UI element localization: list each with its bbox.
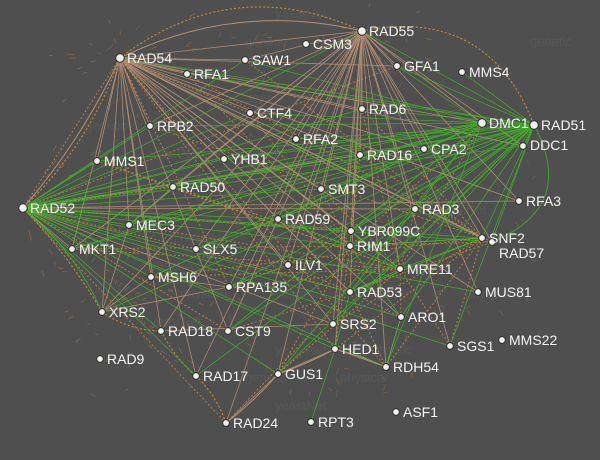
svg-text:MMS22: MMS22 (509, 332, 557, 348)
svg-text:SNF2: SNF2 (489, 230, 525, 246)
svg-text:HED1: HED1 (342, 341, 380, 357)
svg-text:RAD9: RAD9 (107, 351, 145, 367)
svg-text:RFA1: RFA1 (194, 66, 229, 82)
svg-text:RAD50: RAD50 (180, 179, 225, 195)
svg-text:SAW1: SAW1 (252, 52, 291, 68)
svg-text:yeastNet: yeastNet (275, 6, 327, 21)
svg-text:CSM3: CSM3 (313, 36, 352, 52)
svg-text:CST9: CST9 (235, 323, 271, 339)
svg-text:RAD3: RAD3 (422, 201, 460, 217)
svg-text:DDC1: DDC1 (530, 137, 568, 153)
svg-text:MKT1: MKT1 (79, 241, 117, 257)
svg-text:RAD17: RAD17 (203, 368, 248, 384)
svg-text:XRS2: XRS2 (109, 304, 146, 320)
svg-text:RFA2: RFA2 (303, 131, 338, 147)
svg-text:RPA135: RPA135 (236, 279, 287, 295)
svg-text:YBR099C: YBR099C (358, 223, 420, 239)
svg-text:RAD52: RAD52 (30, 200, 75, 216)
svg-text:RPB2: RPB2 (157, 118, 194, 134)
svg-text:GFA1: GFA1 (404, 58, 440, 74)
svg-text:SGS1: SGS1 (457, 338, 495, 354)
svg-text:RAD53: RAD53 (357, 284, 402, 300)
svg-text:RAD55: RAD55 (369, 23, 414, 39)
svg-text:yeastNet: yeastNet (275, 398, 327, 413)
svg-text:physical: physical (180, 286, 227, 301)
svg-text:RAD54: RAD54 (127, 50, 172, 66)
svg-text:RAD24: RAD24 (233, 415, 278, 431)
svg-text:RAD16: RAD16 (367, 147, 412, 163)
svg-text:CTF4: CTF4 (257, 105, 292, 121)
svg-text:MEC3: MEC3 (136, 217, 175, 233)
svg-text:RIM1: RIM1 (357, 238, 391, 254)
svg-text:physical: physical (340, 370, 387, 385)
svg-text:RAD57: RAD57 (499, 245, 544, 261)
svg-text:MUS81: MUS81 (485, 284, 532, 300)
svg-text:MMS4: MMS4 (469, 64, 510, 80)
svg-text:RAD6: RAD6 (369, 101, 407, 117)
svg-text:YHB1: YHB1 (231, 151, 268, 167)
svg-text:GUS1: GUS1 (285, 366, 323, 382)
svg-text:RAD51: RAD51 (541, 117, 586, 133)
svg-text:RFA3: RFA3 (526, 193, 561, 209)
svg-text:CPA2: CPA2 (431, 141, 467, 157)
svg-text:genetic: genetic (530, 34, 572, 49)
svg-text:RDH54: RDH54 (393, 359, 439, 375)
svg-text:RAD18: RAD18 (168, 323, 213, 339)
svg-text:MSH6: MSH6 (158, 269, 197, 285)
svg-text:RAD59: RAD59 (285, 211, 330, 227)
svg-text:MMS1: MMS1 (104, 153, 145, 169)
svg-text:SLX5: SLX5 (203, 241, 237, 257)
svg-text:RPT3: RPT3 (318, 414, 354, 430)
svg-text:SRS2: SRS2 (340, 316, 377, 332)
svg-text:SMT3: SMT3 (328, 181, 366, 197)
svg-text:ILV1: ILV1 (295, 257, 323, 273)
svg-text:MRE11: MRE11 (407, 261, 453, 277)
svg-text:ARO1: ARO1 (408, 309, 446, 325)
svg-text:ASF1: ASF1 (403, 404, 438, 420)
svg-text:DMC1: DMC1 (489, 115, 529, 131)
